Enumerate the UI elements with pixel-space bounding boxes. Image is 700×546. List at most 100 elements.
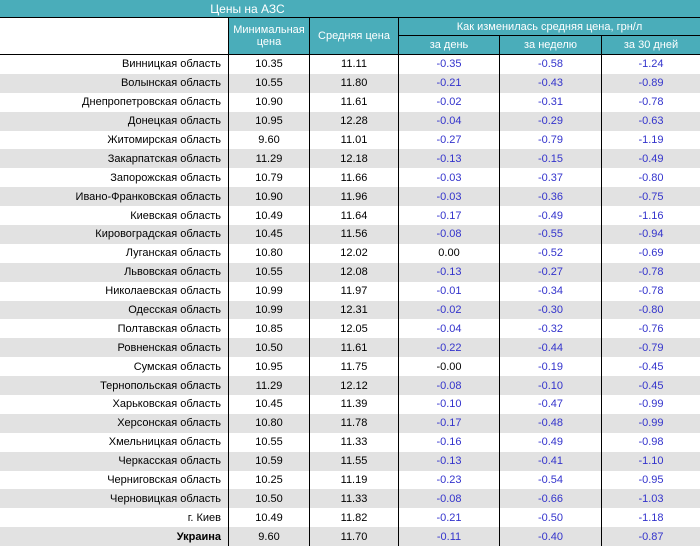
table-row: Полтавская область 10.85 12.05 -0.04 -0.…	[0, 319, 700, 339]
min-price-cell: 10.55	[228, 73, 309, 93]
min-price-cell: 10.85	[228, 319, 309, 339]
avg-price-cell: 11.64	[309, 206, 398, 226]
change-day-cell: -0.17	[398, 206, 499, 226]
region-cell: Сумская область	[133, 360, 221, 373]
min-price-cell: 11.29	[228, 149, 309, 169]
min-price-cell: 10.49	[228, 206, 309, 226]
change-week-cell: -0.36	[499, 187, 601, 207]
avg-price-cell: 11.33	[309, 432, 398, 452]
avg-price-cell: 11.78	[309, 413, 398, 433]
region-cell: Полтавская область	[117, 322, 221, 335]
table-title-bar: Цены на АЗС	[0, 0, 700, 18]
min-price-cell: 10.55	[228, 432, 309, 452]
table-row: Сумская область 10.95 11.75 -0.00 -0.19 …	[0, 357, 700, 377]
change-week-cell: -0.37	[499, 168, 601, 188]
change-month-cell: -0.45	[601, 357, 700, 377]
min-price-cell: 10.90	[228, 92, 309, 112]
table-row: Ровненская область 10.50 11.61 -0.22 -0.…	[0, 338, 700, 358]
region-cell: Херсонская область	[117, 417, 221, 430]
change-day-cell: -0.08	[398, 376, 499, 396]
change-month-cell: -1.19	[601, 130, 700, 150]
change-week-cell: -0.40	[499, 527, 601, 546]
change-month-cell: -0.76	[601, 319, 700, 339]
change-month-cell: -0.75	[601, 187, 700, 207]
min-price-cell: 9.60	[228, 527, 309, 546]
change-month-cell: -0.80	[601, 168, 700, 188]
table-row: Волынская область 10.55 11.80 -0.21 -0.4…	[0, 73, 700, 93]
avg-price-cell: 11.75	[309, 357, 398, 377]
change-day-cell: -0.00	[398, 357, 499, 377]
avg-price-cell: 11.70	[309, 527, 398, 546]
change-day-cell: -0.35	[398, 55, 499, 74]
region-cell: Донецкая область	[127, 115, 221, 128]
change-day-cell: -0.22	[398, 338, 499, 358]
min-price-cell: 10.90	[228, 187, 309, 207]
change-month-cell: -0.99	[601, 395, 700, 414]
min-price-cell: 10.95	[228, 357, 309, 377]
avg-price-cell: 11.56	[309, 225, 398, 244]
change-week-cell: -0.49	[499, 206, 601, 226]
table-row: Украина 9.60 11.70 -0.11 -0.40 -0.87	[0, 527, 700, 546]
table-row: Черновицкая область 10.50 11.33 -0.08 -0…	[0, 489, 700, 509]
change-month-cell: -0.94	[601, 225, 700, 244]
avg-price-cell: 12.12	[309, 376, 398, 396]
table-row: Житомирская область 9.60 11.01 -0.27 -0.…	[0, 130, 700, 150]
avg-price-cell: 12.02	[309, 243, 398, 263]
region-cell: Кировоградская область	[95, 228, 221, 241]
region-cell: Черновицкая область	[110, 492, 221, 505]
avg-price-cell: 11.97	[309, 281, 398, 301]
change-week-cell: -0.43	[499, 73, 601, 93]
change-month-cell: -0.78	[601, 92, 700, 112]
change-day-cell: -0.04	[398, 111, 499, 131]
change-month-cell: -0.89	[601, 73, 700, 93]
table-row: Харьковская область 10.45 11.39 -0.10 -0…	[0, 395, 700, 414]
table-row: Ивано-Франковская область 10.90 11.96 -0…	[0, 187, 700, 207]
header-region-cell	[0, 18, 228, 54]
change-month-cell: -0.87	[601, 527, 700, 546]
table-row: Закарпатская область 11.29 12.18 -0.13 -…	[0, 149, 700, 169]
change-day-cell: -0.13	[398, 451, 499, 471]
header-change-group-title: Как изменилась средняя цена, грн/л	[399, 18, 700, 36]
change-month-cell: -0.63	[601, 111, 700, 131]
table-body: Винницкая область 10.35 11.11 -0.35 -0.5…	[0, 55, 700, 546]
change-week-cell: -0.48	[499, 413, 601, 433]
table-row: Черниговская область 10.25 11.19 -0.23 -…	[0, 470, 700, 490]
header-change-group: Как изменилась средняя цена, грн/л за де…	[398, 18, 700, 54]
avg-price-cell: 11.61	[309, 338, 398, 358]
change-day-cell: 0.00	[398, 243, 499, 263]
header-period-30days: за 30 дней	[601, 36, 700, 54]
change-week-cell: -0.19	[499, 357, 601, 377]
change-day-cell: -0.02	[398, 92, 499, 112]
change-week-cell: -0.41	[499, 451, 601, 471]
avg-price-cell: 11.82	[309, 508, 398, 528]
change-week-cell: -0.58	[499, 55, 601, 74]
avg-price-cell: 11.61	[309, 92, 398, 112]
min-price-cell: 9.60	[228, 130, 309, 150]
table-row: Одесская область 10.99 12.31 -0.02 -0.30…	[0, 300, 700, 320]
region-cell: г. Киев	[187, 511, 221, 524]
min-price-cell: 10.49	[228, 508, 309, 528]
avg-price-cell: 11.11	[309, 55, 398, 74]
change-month-cell: -0.80	[601, 300, 700, 320]
avg-price-cell: 12.05	[309, 319, 398, 339]
table-row: Херсонская область 10.80 11.78 -0.17 -0.…	[0, 413, 700, 433]
avg-price-cell: 11.01	[309, 130, 398, 150]
min-price-cell: 10.79	[228, 168, 309, 188]
table-row: Донецкая область 10.95 12.28 -0.04 -0.29…	[0, 111, 700, 131]
change-week-cell: -0.44	[499, 338, 601, 358]
change-month-cell: -0.95	[601, 470, 700, 490]
header-period-week: за неделю	[499, 36, 601, 54]
table-row: Кировоградская область 10.45 11.56 -0.08…	[0, 225, 700, 244]
change-week-cell: -0.79	[499, 130, 601, 150]
change-week-cell: -0.30	[499, 300, 601, 320]
region-cell: Житомирская область	[107, 134, 221, 146]
min-price-cell: 10.80	[228, 243, 309, 263]
min-price-cell: 10.50	[228, 338, 309, 358]
change-month-cell: -0.78	[601, 262, 700, 282]
region-cell: Днепропетровская область	[82, 96, 221, 109]
region-cell: Николаевская область	[105, 285, 221, 298]
table-row: Черкасская область 10.59 11.55 -0.13 -0.…	[0, 451, 700, 471]
change-week-cell: -0.55	[499, 225, 601, 244]
change-day-cell: -0.03	[398, 168, 499, 188]
region-cell: Украина	[176, 530, 221, 543]
